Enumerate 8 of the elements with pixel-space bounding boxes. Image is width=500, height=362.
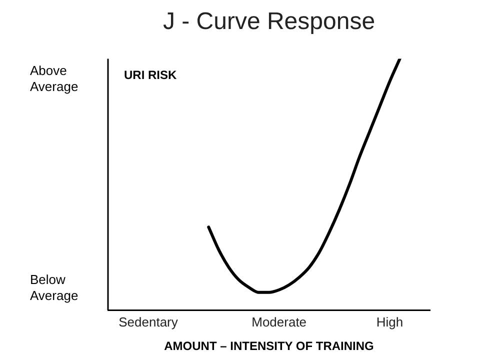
annotation: URI RISK	[124, 68, 178, 82]
x-tick-label: High	[376, 314, 404, 330]
x-tick-label: Sedentary	[118, 314, 178, 330]
x-tick-label: Moderate	[252, 314, 307, 330]
text: Above Average	[30, 62, 78, 94]
text: Below Average	[30, 272, 78, 303]
x-axis-title: AMOUNT – INTENSITY OF TRAINING	[164, 339, 374, 354]
chart-title: J - Curve Response	[162, 8, 376, 36]
